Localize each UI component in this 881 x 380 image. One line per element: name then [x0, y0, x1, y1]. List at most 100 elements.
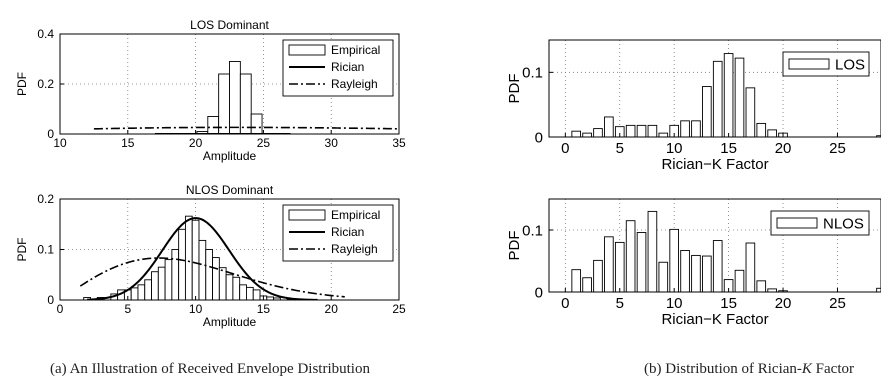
histogram-bar: [723, 279, 734, 292]
histogram-bar: [164, 259, 173, 300]
panel-nlos-envelope: 0 5 10 15 20 25 0 0.1 0.2 NLOS Dominant Amplitude P…: [15, 183, 406, 329]
legend-entry: NLOS: [823, 215, 864, 232]
histogram-bar: [691, 120, 701, 137]
histogram-bar: [658, 132, 669, 137]
y-tick-label: 0.4: [37, 27, 54, 41]
histogram-bar: [207, 116, 220, 134]
histogram-bar: [130, 287, 139, 300]
histogram-bar: [225, 274, 234, 300]
x-tick-label: 15: [720, 295, 737, 312]
histogram-bar: [582, 277, 592, 292]
legend-swatch-bar: [788, 58, 830, 70]
histogram-bar: [137, 284, 146, 300]
histogram-bar: [593, 259, 603, 292]
histogram-bar: [691, 254, 701, 292]
histogram-bar: [745, 87, 756, 137]
x-tick-label: 10: [53, 136, 67, 150]
x-tick-label: 10: [666, 295, 683, 312]
x-tick-label: 5: [616, 140, 624, 157]
panel-nlos-k: 0 5 10 15 20 25 0 0.1 Rician−K Factor PDF NLOS: [506, 198, 881, 328]
plot-area: [571, 210, 881, 292]
x-tick-label: 25: [257, 136, 271, 150]
x-tick-label: 5: [124, 302, 131, 316]
histogram-bar: [157, 266, 166, 300]
histogram-bar: [756, 280, 767, 292]
x-tick-label: 35: [392, 136, 406, 150]
histogram-bar: [876, 287, 881, 292]
histogram-bar: [245, 286, 254, 300]
histogram-bar: [636, 124, 647, 137]
y-tick-label: 0.1: [522, 65, 543, 82]
histogram-bar: [191, 219, 200, 300]
legend: Empirical Rician Rayleigh: [282, 204, 394, 262]
y-tick-label: 0: [47, 127, 54, 141]
x-tick-label: 20: [775, 295, 792, 312]
y-tick-label: 0.2: [37, 192, 54, 206]
y-tick-label: 0.1: [522, 222, 543, 239]
histogram-bar: [614, 126, 625, 137]
caption-right-tail: Factor: [812, 361, 854, 377]
histogram-bar: [198, 239, 207, 300]
x-axis-label: Amplitude: [203, 315, 257, 329]
histogram-bar: [647, 210, 658, 292]
legend-entry: Rayleigh: [331, 242, 378, 256]
histogram-bar: [614, 241, 625, 292]
histogram-bar: [571, 269, 582, 292]
legend-entry: LOS: [835, 56, 865, 73]
histogram-bar: [734, 57, 745, 137]
histogram-bar: [745, 242, 756, 292]
histogram-bar: [171, 249, 180, 300]
x-tick-label: 25: [392, 302, 406, 316]
histogram-bar: [702, 255, 712, 292]
histogram-bar: [593, 128, 603, 137]
histogram-bar: [232, 276, 241, 300]
histogram-bar: [144, 279, 152, 300]
x-tick-label: 0: [561, 295, 569, 312]
histogram-bar: [669, 228, 679, 292]
histogram-bar: [604, 236, 614, 292]
x-tick-label: 25: [829, 140, 846, 157]
y-axis-label: PDF: [15, 72, 29, 96]
y-tick-label: 0.2: [37, 77, 54, 91]
x-axis-label: Amplitude: [203, 149, 257, 163]
histogram-bar: [205, 249, 214, 300]
histogram-bar: [604, 116, 614, 137]
histogram-bar: [239, 73, 252, 134]
legend: NLOS: [770, 210, 870, 236]
x-tick-label: 30: [325, 136, 339, 150]
caption-right: (b) Distribution of Rician-K Factor: [644, 361, 854, 377]
histogram-bar: [252, 289, 261, 300]
caption-left: (a) An Illustration of Received Envelope…: [50, 361, 370, 377]
legend-entry: Rayleigh: [331, 77, 378, 91]
legend-swatch-bar: [776, 217, 818, 229]
histogram-bar: [712, 60, 723, 137]
histogram-bar: [218, 267, 227, 300]
chart-title: LOS Dominant: [190, 18, 269, 32]
rician-line: [87, 217, 318, 300]
histogram-bar: [647, 124, 658, 137]
chart-title: NLOS Dominant: [186, 183, 274, 197]
histogram-bar: [239, 284, 247, 300]
rayleigh-line: [79, 257, 345, 298]
plot-area: [79, 215, 345, 300]
histogram-bar: [218, 73, 230, 134]
x-tick-label: 20: [189, 136, 203, 150]
y-tick-label: 0: [47, 293, 54, 307]
legend-entry: Empirical: [331, 43, 380, 57]
histogram-bar: [702, 86, 712, 137]
histogram-bar: [582, 132, 592, 137]
legend-swatch-bar: [288, 44, 326, 56]
histogram-bar: [734, 269, 745, 292]
x-tick-label: 10: [189, 302, 203, 316]
x-tick-label: 20: [775, 140, 792, 157]
x-tick-label: 20: [325, 302, 339, 316]
legend-swatch-bar: [288, 209, 326, 221]
legend: LOS: [782, 51, 870, 77]
histogram-bar: [723, 53, 734, 137]
axes-box: [548, 198, 881, 293]
x-tick-label: 25: [829, 295, 846, 312]
y-tick-label: 0: [535, 284, 543, 301]
histogram-bar: [625, 220, 636, 292]
histogram-bar: [151, 271, 159, 300]
